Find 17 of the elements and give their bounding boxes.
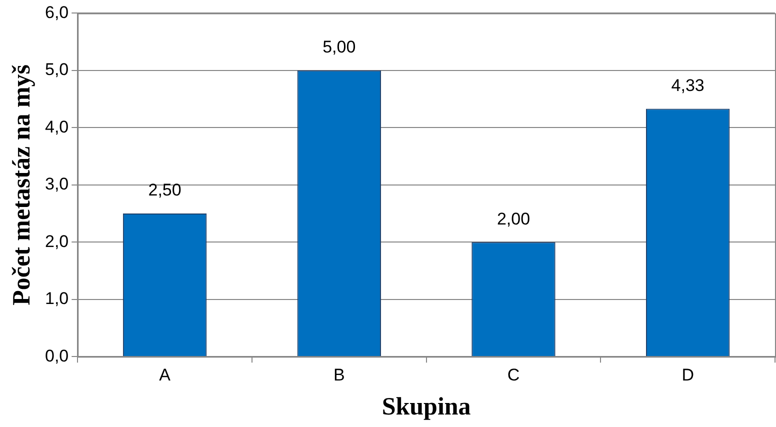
- data-label: 4,33: [671, 76, 704, 95]
- x-tick-label: D: [682, 365, 694, 384]
- data-label: 2,00: [496, 209, 530, 228]
- y-axis-title: Počet metastáz na myš: [8, 64, 36, 306]
- y-tick-label: 6,0: [44, 2, 69, 22]
- data-label: 2,50: [148, 180, 182, 200]
- y-tick-label: 5,0: [44, 60, 69, 80]
- x-tick-label: B: [333, 365, 345, 384]
- y-tick-label: 2,0: [44, 232, 69, 251]
- data-label: 5,00: [322, 38, 356, 57]
- y-tick-label: 1,0: [44, 289, 69, 308]
- x-tick-label: A: [159, 365, 172, 384]
- y-tick-label: 3,0: [44, 174, 69, 194]
- y-tick-label: 0,0: [44, 346, 69, 366]
- y-tick-label: 4,0: [44, 117, 69, 136]
- x-tick-label: C: [507, 365, 520, 384]
- x-axis-title: Skupina: [382, 393, 472, 420]
